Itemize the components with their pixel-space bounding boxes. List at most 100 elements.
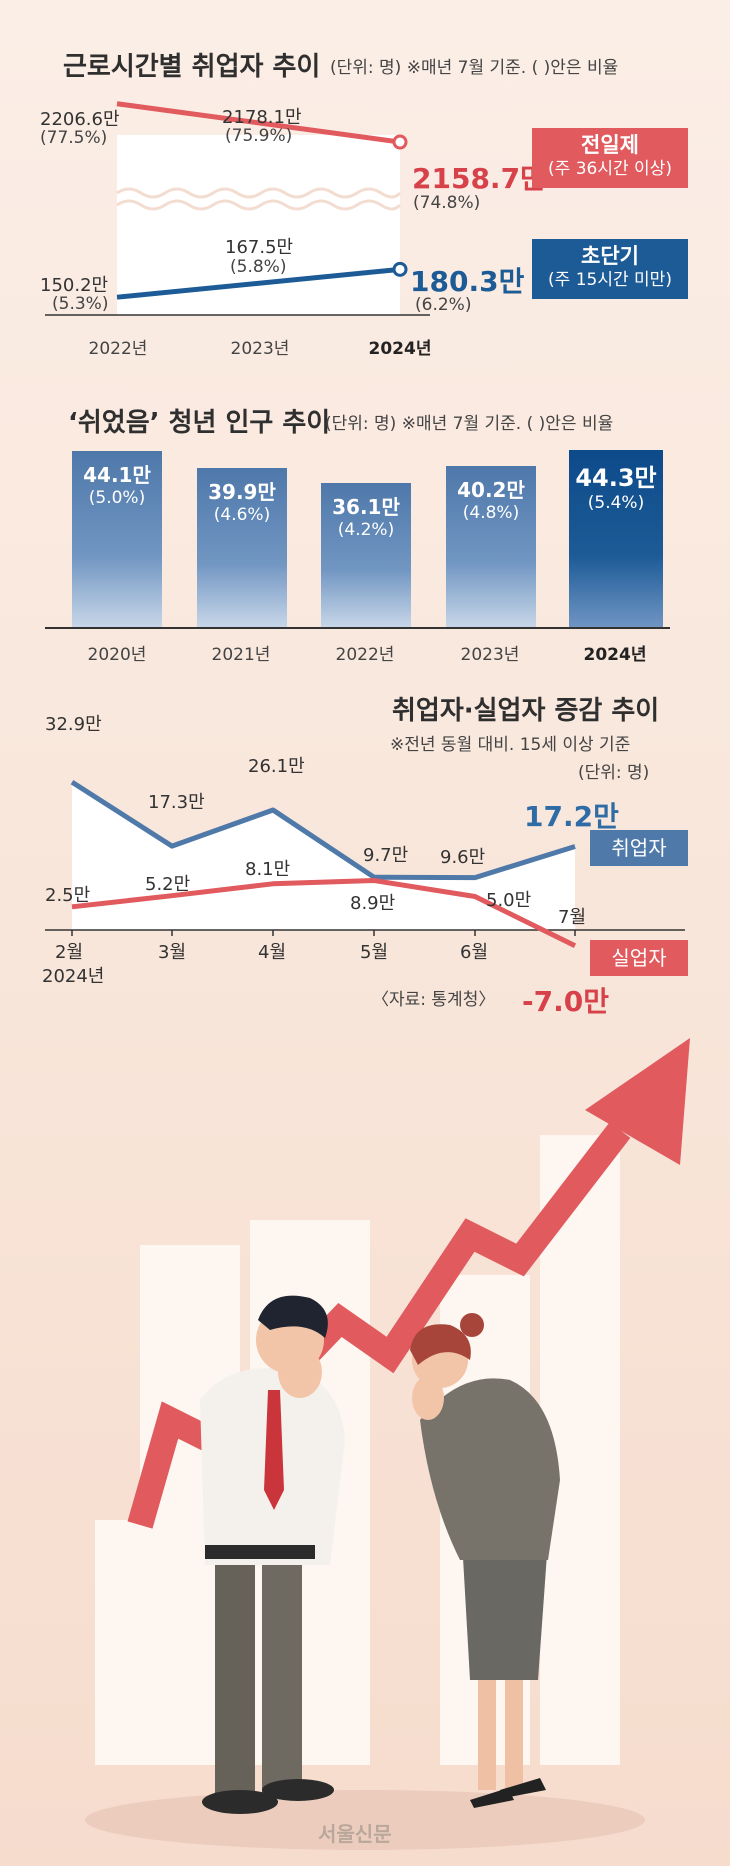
chart2-tick-2024: 2024년 (583, 645, 647, 665)
chart3-title: 취업자·실업자 증감 추이 (392, 696, 660, 726)
chart1-axis-break-2 (116, 187, 402, 199)
publisher-credit: 서울신문 (318, 1822, 392, 1846)
fulltime-2022-label: 2206.6만 (40, 109, 120, 130)
chart2-plot: 44.1만 (5.0%) 39.9만 (4.6%) 36.1만 (4.2%) 40.2만 (4… (45, 440, 670, 627)
arrow-head-icon (585, 1038, 690, 1165)
ultrashort-2023-pct: (5.8%) (230, 257, 287, 277)
employed-jun-label: 9.6만 (440, 847, 486, 868)
legend-employed: 취업자 (590, 830, 688, 866)
chart2-subtitle: (단위: 명) ※매년 7월 기준. ( )안은 비율 (325, 414, 614, 434)
series-unemployed-line (71, 878, 577, 948)
chart2-title: ‘쉬었음’ 청년 인구 추이 (68, 408, 331, 438)
bar-2024년: 44.3만 (5.4%) (569, 450, 663, 627)
bar-2020년: 44.1만 (5.0%) (72, 451, 162, 627)
man-hands (278, 1346, 322, 1398)
ultrashort-2024-pct: (6.2%) (415, 295, 472, 315)
bg-panel (95, 1520, 215, 1765)
chart1-subtitle: (단위: 명) ※매년 7월 기준. ( )안은 비율 (330, 58, 619, 78)
woman-hands (412, 1376, 444, 1420)
chart3-tick-feb: 2월 (55, 942, 84, 963)
woman-shoe (500, 1778, 546, 1798)
chart3-tick-jun: 6월 (460, 942, 489, 963)
bar-label: 44.1만 (5.0%) (72, 459, 162, 508)
chart3-tick-may: 5월 (360, 942, 389, 963)
chart1-tick-2023: 2023년 (230, 339, 290, 359)
unemployed-may-label: 8.9만 (350, 893, 396, 914)
chart3-tick-apr: 4월 (258, 942, 287, 963)
legend-ultrashort-name: 초단기 (581, 244, 639, 268)
ultrashort-2024-label: 180.3만 (410, 265, 525, 298)
man-shoe (202, 1790, 278, 1814)
chart3-subtitle: ※전년 동월 대비. 15세 이상 기준 (390, 735, 631, 755)
bar-pct-label: (4.6%) (213, 505, 271, 525)
fulltime-2022-pct: (77.5%) (40, 128, 108, 148)
employed-may-label: 9.7만 (363, 845, 409, 866)
bar-pct-label: (5.4%) (587, 493, 645, 513)
legend-fulltime-note: (주 36시간 이상) (548, 159, 672, 179)
series-ultrashort-point-2024 (392, 261, 408, 277)
chart2-tick-2021: 2021년 (211, 645, 271, 665)
man-tie (264, 1390, 284, 1510)
chart1-axis-break (116, 199, 402, 211)
chart3-tick-mar: 3월 (158, 942, 187, 963)
fulltime-2023-pct: (75.9%) (225, 126, 293, 146)
series-ultrashort-line (116, 266, 401, 300)
ultrashort-2022-label: 150.2만 (40, 275, 109, 296)
woman-hair (410, 1324, 471, 1365)
bar-pct-label: (5.0%) (88, 488, 146, 508)
bar-2022년: 36.1만 (4.2%) (321, 483, 411, 627)
chart2-x-axis (45, 627, 670, 629)
legend-ultrashort-note: (주 15시간 미만) (548, 270, 672, 290)
woman-hair-bun (460, 1313, 484, 1337)
chart1-plot (45, 101, 430, 316)
woman-jacket (420, 1378, 560, 1560)
bar-2023년: 40.2만 (4.8%) (446, 466, 536, 627)
unemployed-jul-label: -7.0만 (522, 985, 609, 1018)
unemployed-jun-label: 5.0만 (486, 890, 532, 911)
unemployed-mar-label: 5.2만 (145, 874, 191, 895)
bar-pct-label: (4.8%) (462, 503, 520, 523)
chart3-ticks (71, 930, 576, 936)
chart3-unit: (단위: 명) (578, 763, 650, 783)
bar-label: 44.3만 (5.4%) (569, 458, 663, 513)
series-employed-line (70, 779, 576, 881)
source-note: 〈자료: 통계청〉 (372, 990, 496, 1010)
ultrashort-2022-pct: (5.3%) (52, 294, 109, 314)
series-fulltime-point-2024 (392, 134, 408, 150)
employed-feb-label: 32.9만 (45, 714, 102, 735)
employed-jul-label: 17.2만 (524, 800, 619, 833)
legend-fulltime: 전일제 (주 36시간 이상) (532, 128, 688, 188)
bar-value-label: 36.1만 (332, 495, 400, 519)
illustration (85, 1038, 690, 1850)
chart3-tick-jul: 7월 (558, 907, 587, 928)
bar-2021년: 39.9만 (4.6%) (197, 468, 287, 627)
man-belt (205, 1545, 315, 1559)
fulltime-2024-pct: (74.8%) (413, 193, 481, 213)
employed-mar-label: 17.3만 (148, 792, 205, 813)
chart2-tick-2020: 2020년 (87, 645, 147, 665)
man-leg (215, 1550, 255, 1795)
chart2-tick-2022: 2022년 (335, 645, 395, 665)
bar-label: 36.1만 (4.2%) (321, 491, 411, 540)
fulltime-2023-label: 2178.1만 (222, 107, 302, 128)
legend-ultrashort: 초단기 (주 15시간 미만) (532, 239, 688, 299)
unemployed-feb-label: 2.5만 (45, 885, 91, 906)
man-shoe (262, 1779, 334, 1801)
unemployed-apr-label: 8.1만 (245, 859, 291, 880)
woman-figure (410, 1313, 560, 1808)
chart2-tick-2023: 2023년 (460, 645, 520, 665)
chart3-plot (45, 779, 685, 948)
bar-value-label: 39.9만 (208, 480, 276, 504)
woman-skirt (462, 1540, 548, 1680)
bar-value-label: 44.1만 (83, 463, 151, 487)
chart1-tick-2022: 2022년 (88, 339, 148, 359)
ultrashort-2023-label: 167.5만 (225, 237, 294, 258)
bar-label: 39.9만 (4.6%) (197, 476, 287, 525)
man-figure (200, 1295, 345, 1814)
bar-value-label: 44.3만 (575, 464, 657, 492)
series-fulltime-line (116, 101, 401, 145)
bar-label: 40.2만 (4.8%) (446, 474, 536, 523)
legend-unemployed: 실업자 (590, 940, 688, 976)
employed-apr-label: 26.1만 (248, 756, 305, 777)
chart1-title: 근로시간별 취업자 추이 (63, 52, 321, 82)
